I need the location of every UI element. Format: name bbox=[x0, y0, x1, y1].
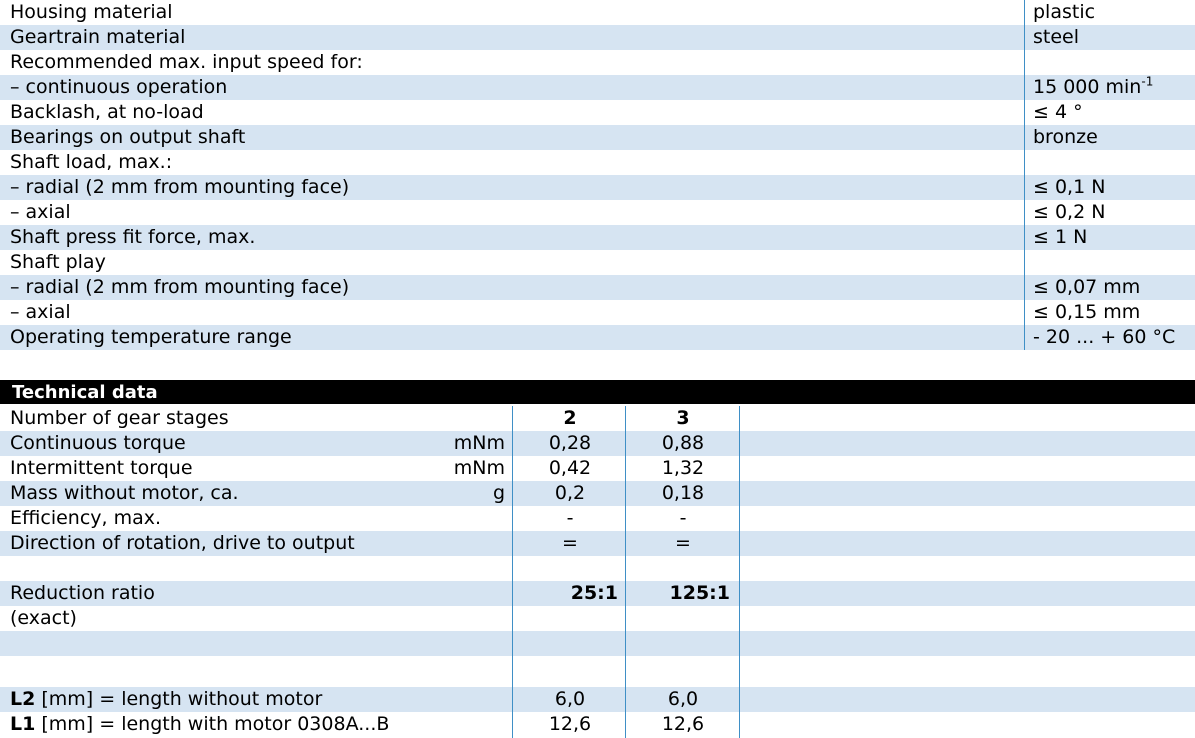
row-unit: g bbox=[492, 482, 505, 504]
row-label: Mass without motor, ca. bbox=[10, 482, 239, 504]
stage-3-value: = bbox=[675, 532, 691, 554]
spec-row: Backlash, at no-load ≤ 4 ° bbox=[0, 100, 1195, 125]
table-row: Reduction ratio 25:1 125:1 bbox=[0, 581, 1195, 606]
column-divider bbox=[739, 406, 740, 738]
row-label: Direction of rotation, drive to output bbox=[10, 532, 355, 554]
stage-2-value: 12,6 bbox=[548, 713, 592, 735]
spec-value: plastic bbox=[1033, 1, 1096, 23]
table-row: Intermittent torque mNm 0,42 1,32 bbox=[0, 456, 1195, 481]
ratio-sublabel: (exact) bbox=[10, 607, 77, 629]
stage-3-value: 1,32 bbox=[661, 457, 705, 479]
table-row: Mass without motor, ca. g 0,2 0,18 bbox=[0, 481, 1195, 506]
stage-3-ratio: 125:1 bbox=[669, 582, 730, 604]
spec-value: ≤ 0,15 mm bbox=[1033, 301, 1141, 323]
spec-label: – radial (2 mm from mounting face) bbox=[10, 176, 350, 198]
spec-label: Bearings on output shaft bbox=[10, 126, 246, 148]
spec-label: Shaft press fit force, max. bbox=[10, 226, 256, 248]
table-row: Number of gear stages 2 3 bbox=[0, 406, 1195, 431]
row-label: Continuous torque bbox=[10, 432, 186, 454]
ratio-label: Reduction ratio bbox=[10, 582, 155, 604]
row-label: Intermittent torque bbox=[10, 457, 193, 479]
spec-value: 15 000 min-1 bbox=[1033, 75, 1153, 100]
spec-row: – axial ≤ 0,15 mm bbox=[0, 300, 1195, 325]
spec-value: - 20 ... + 60 °C bbox=[1033, 326, 1176, 348]
spec-label: Shaft play bbox=[10, 251, 106, 273]
column-divider bbox=[625, 406, 626, 738]
stage-3-header: 3 bbox=[676, 407, 690, 429]
l1-symbol: L1 bbox=[10, 713, 36, 735]
stage-3-value: 12,6 bbox=[661, 713, 705, 735]
table-row: L2 [mm] = length without motor 6,0 6,0 bbox=[0, 687, 1195, 712]
stage-2-value: 0,2 bbox=[554, 482, 586, 504]
spec-value: ≤ 0,2 N bbox=[1033, 201, 1106, 223]
table-row: L1 [mm] = length with motor 0308A...B 12… bbox=[0, 712, 1195, 737]
spec-label: – axial bbox=[10, 201, 71, 223]
column-divider bbox=[1024, 0, 1025, 350]
spec-label: Recommended max. input speed for: bbox=[10, 51, 363, 73]
spec-value: steel bbox=[1033, 26, 1080, 48]
stage-2-ratio: 25:1 bbox=[570, 582, 618, 604]
spec-row: Bearings on output shaft bronze bbox=[0, 125, 1195, 150]
spec-label: Operating temperature range bbox=[10, 326, 292, 348]
stage-3-value: 0,88 bbox=[661, 432, 705, 454]
row-label: Number of gear stages bbox=[10, 407, 229, 429]
spec-row: Recommended max. input speed for: bbox=[0, 50, 1195, 75]
spec-label: Shaft load, max.: bbox=[10, 151, 173, 173]
spec-value-text: 15 000 min bbox=[1033, 76, 1142, 98]
spec-label: – axial bbox=[10, 301, 71, 323]
spacer-row bbox=[0, 631, 1195, 656]
spec-label: – radial (2 mm from mounting face) bbox=[10, 276, 350, 298]
l2-text: [mm] = length without motor bbox=[35, 688, 323, 710]
spec-row: Shaft load, max.: bbox=[0, 150, 1195, 175]
table-row: Continuous torque mNm 0,28 0,88 bbox=[0, 431, 1195, 456]
spec-row: – radial (2 mm from mounting face) ≤ 0,1… bbox=[0, 175, 1195, 200]
l1-label: L1 [mm] = length with motor 0308A...B bbox=[10, 712, 389, 737]
stage-2-header: 2 bbox=[563, 407, 577, 429]
row-unit: mNm bbox=[453, 432, 505, 454]
spec-label: Backlash, at no-load bbox=[10, 101, 204, 123]
spec-value: ≤ 0,1 N bbox=[1033, 176, 1106, 198]
spec-label: Housing material bbox=[10, 1, 173, 23]
spec-label: Geartrain material bbox=[10, 26, 186, 48]
spec-row: – continuous operation 15 000 min-1 bbox=[0, 75, 1195, 100]
spec-value-sup: -1 bbox=[1141, 74, 1154, 89]
l2-label: L2 [mm] = length without motor bbox=[10, 687, 322, 712]
spec-value: bronze bbox=[1033, 126, 1098, 148]
stage-2-value: 6,0 bbox=[554, 688, 586, 710]
spec-value: ≤ 4 ° bbox=[1033, 101, 1083, 123]
stage-3-value: 6,0 bbox=[667, 688, 699, 710]
spec-value: ≤ 0,07 mm bbox=[1033, 276, 1141, 298]
spec-row: Geartrain material steel bbox=[0, 25, 1195, 50]
spacer-row bbox=[0, 656, 1195, 681]
spec-row: – radial (2 mm from mounting face) ≤ 0,0… bbox=[0, 275, 1195, 300]
row-label: Efficiency, max. bbox=[10, 507, 162, 529]
spec-row: Shaft press fit force, max. ≤ 1 N bbox=[0, 225, 1195, 250]
l2-symbol: L2 bbox=[10, 688, 36, 710]
stage-2-value: - bbox=[566, 507, 574, 529]
spec-row: Housing material plastic bbox=[0, 0, 1195, 25]
spec-row: Shaft play bbox=[0, 250, 1195, 275]
spec-row: – axial ≤ 0,2 N bbox=[0, 200, 1195, 225]
table-row: Direction of rotation, drive to output =… bbox=[0, 531, 1195, 556]
stage-2-value: 0,42 bbox=[548, 457, 592, 479]
column-divider bbox=[512, 406, 513, 738]
stage-3-value: - bbox=[679, 507, 687, 529]
l1-text: [mm] = length with motor 0308A...B bbox=[35, 713, 390, 735]
stage-3-value: 0,18 bbox=[661, 482, 705, 504]
table-row: Efficiency, max. - - bbox=[0, 506, 1195, 531]
technical-data-header: Technical data bbox=[0, 380, 1195, 404]
stage-2-value: = bbox=[562, 532, 578, 554]
table-row: (exact) bbox=[0, 606, 1195, 631]
spacer-row bbox=[0, 556, 1195, 581]
spec-label: – continuous operation bbox=[10, 76, 228, 98]
row-unit: mNm bbox=[453, 457, 505, 479]
spec-row: Operating temperature range - 20 ... + 6… bbox=[0, 325, 1195, 350]
spec-value: ≤ 1 N bbox=[1033, 226, 1088, 248]
technical-data-title: Technical data bbox=[12, 382, 158, 403]
stage-2-value: 0,28 bbox=[548, 432, 592, 454]
